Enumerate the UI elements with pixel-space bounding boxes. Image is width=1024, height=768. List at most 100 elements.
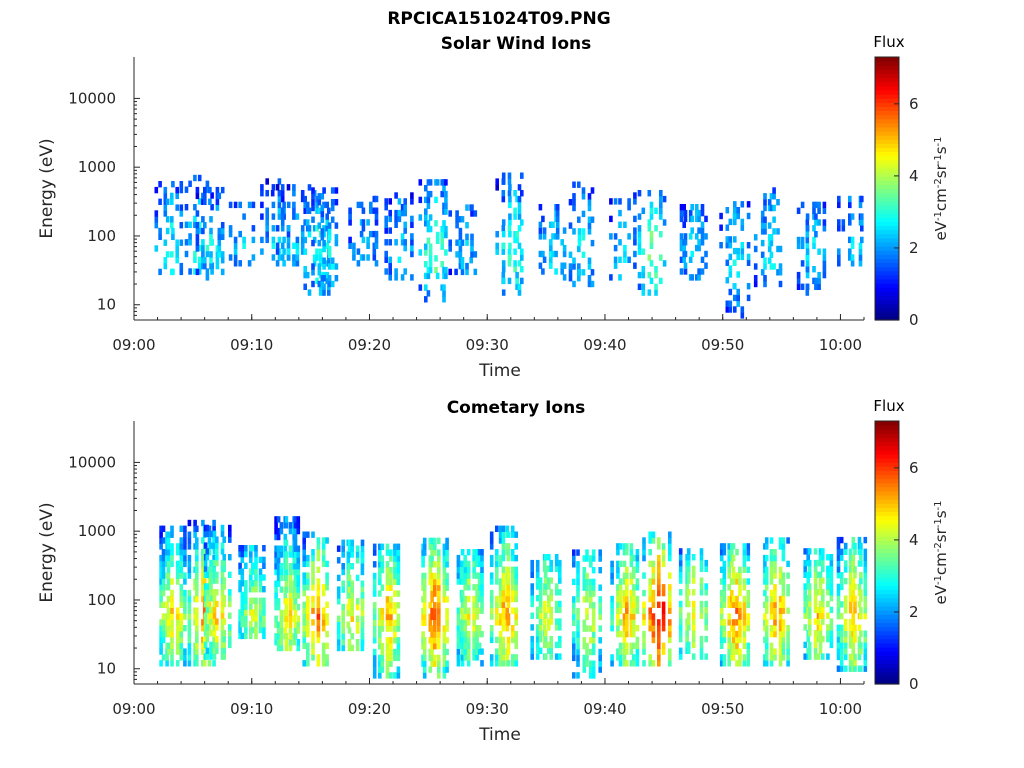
flux-bin [547,641,551,649]
flux-bin [209,641,213,649]
flux-bin [686,554,691,561]
flux-bin [228,524,232,532]
flux-bin [347,574,352,582]
flux-bin [372,660,377,667]
flux-bin [853,636,857,643]
flux-bin [175,245,179,252]
flux-bin [187,648,192,655]
flux-bin [558,618,562,625]
flux-bin [618,274,622,281]
flux-bin [543,635,548,643]
flux-bin [746,578,751,585]
flux-bin [275,248,280,255]
flux-bin [731,543,736,550]
colorbar-swatch [875,287,899,292]
flux-bin [315,277,319,285]
flux-bin [159,595,163,603]
flux-bin [728,300,733,307]
flux-bin [238,609,242,616]
flux-bin [448,268,452,276]
flux-bin [514,572,518,579]
flux-bin [683,209,688,217]
flux-bin [161,619,166,626]
flux-bin [303,207,307,214]
flux-bin [514,589,518,597]
flux-bin [661,549,666,556]
flux-bin [695,209,699,217]
flux-bin [220,222,225,229]
burst-11 [418,179,448,303]
burst-12 [530,554,562,660]
flux-bin [648,584,652,591]
flux-bin [501,537,506,544]
flux-bin [764,601,769,608]
flux-bin [822,260,827,267]
flux-bin [851,589,856,596]
flux-bin [778,613,783,620]
flux-bin [321,537,326,544]
flux-bin [258,580,263,587]
flux-bin [202,549,207,556]
flux-bin [188,268,192,275]
flux-bin [170,578,174,585]
flux-bin [428,179,433,186]
flux-bin [475,601,479,608]
flux-bin [738,625,742,632]
flux-bin [691,635,696,643]
flux-bin [212,542,217,549]
flux-bin [501,190,506,197]
flux-bin [506,642,511,649]
flux-bin [577,275,581,282]
flux-bin [572,181,576,188]
flux-bin [437,643,441,650]
flux-bin [719,607,724,614]
flux-bin [445,537,449,545]
flux-bin [543,653,548,660]
flux-bin [212,636,216,644]
flux-bin [426,220,431,227]
flux-bin [742,613,747,620]
flux-bin [520,266,524,273]
flux-bin [501,607,506,614]
flux-bin [722,625,727,632]
flux-bin [821,618,825,625]
flux-bin [688,233,693,240]
flux-bin [187,630,192,638]
flux-bin [821,635,825,643]
colorbar-swatch [875,527,899,533]
flux-bin [760,228,765,235]
flux-bin [769,239,774,247]
flux-bin [463,584,467,591]
flux-bin [240,609,245,616]
flux-bin [753,275,758,282]
flux-bin [506,619,511,626]
flux-bin [473,210,478,217]
flux-bin [813,548,818,555]
flux-bin [773,625,777,632]
flux-bin [442,266,446,274]
flux-bin [863,589,868,596]
flux-bin [814,277,818,285]
flux-bin [209,559,213,567]
flux-bin [769,660,774,667]
flux-bin [347,563,352,570]
flux-bin [727,601,731,608]
flux-bin [470,239,474,246]
flux-bin [781,595,786,603]
colorbar-swatch [875,283,899,288]
flux-bin [463,642,467,649]
flux-bin [763,601,767,608]
flux-bin [183,589,187,597]
flux-bin [311,572,315,579]
flux-bin [183,607,187,614]
flux-bin [622,543,627,550]
flux-bin [293,598,298,605]
flux-bin [321,642,326,649]
flux-bin [740,224,745,231]
flux-bin [161,537,166,544]
flux-bin [327,280,332,288]
flux-bin [201,648,205,655]
flux-bin [249,550,253,558]
colorbar-swatch [875,663,899,669]
flux-bin [679,204,684,211]
